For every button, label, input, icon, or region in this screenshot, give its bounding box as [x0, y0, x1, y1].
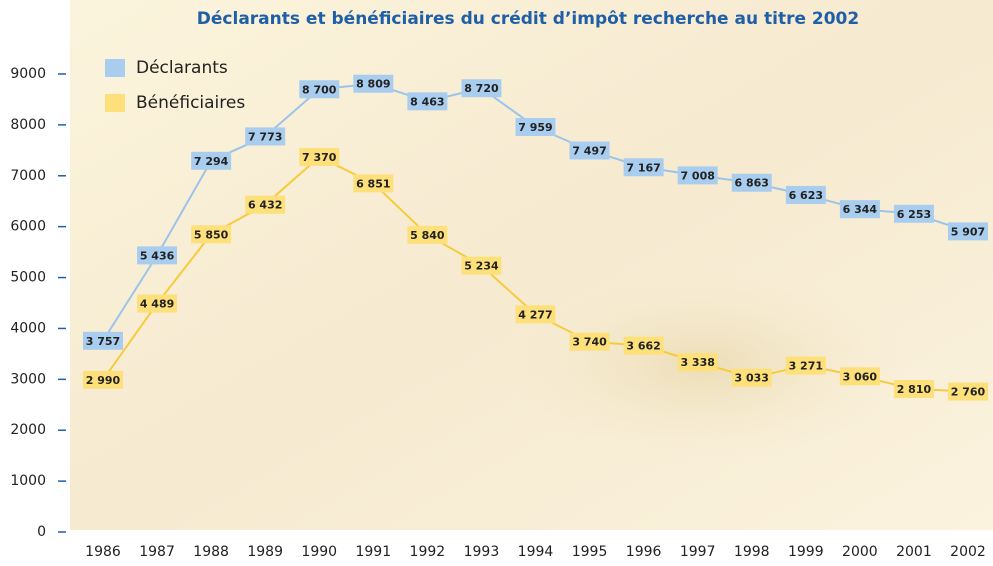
- x-tick-label: 1994: [518, 544, 554, 560]
- photo-overlay: [270, 200, 970, 530]
- legend-label: Déclarants: [136, 58, 228, 78]
- legend-swatch: [105, 59, 125, 77]
- y-tick-label: 8000: [10, 117, 46, 133]
- value-label: 4 277: [518, 308, 552, 321]
- x-tick-label: 2002: [950, 544, 986, 560]
- y-tick-label: 0: [37, 524, 46, 540]
- x-tick-label: 1991: [355, 544, 391, 560]
- value-label: 8 700: [302, 83, 337, 96]
- value-label: 7 370: [302, 151, 337, 164]
- value-label: 4 489: [140, 298, 174, 311]
- y-tick-label: 6000: [10, 219, 46, 235]
- y-tick-label: 5000: [10, 270, 46, 286]
- value-label: 6 344: [843, 203, 878, 216]
- x-tick-label: 1992: [410, 544, 446, 560]
- value-label: 7 167: [626, 161, 660, 174]
- x-tick-label: 1996: [626, 544, 662, 560]
- x-tick-label: 1986: [85, 544, 121, 560]
- x-tick-label: 1989: [247, 544, 283, 560]
- x-tick-label: 1993: [464, 544, 500, 560]
- value-label: 7 773: [248, 130, 282, 143]
- value-label: 8 809: [356, 78, 390, 91]
- value-label: 3 271: [789, 360, 823, 373]
- legend-label: Bénéficiaires: [136, 93, 245, 113]
- x-tick-label: 2000: [842, 544, 878, 560]
- y-tick-label: 4000: [10, 320, 46, 336]
- x-tick-label: 1987: [139, 544, 175, 560]
- value-label: 3 740: [572, 336, 607, 349]
- value-label: 7 008: [680, 169, 714, 182]
- x-tick-label: 2001: [896, 544, 932, 560]
- value-label: 8 463: [410, 95, 444, 108]
- value-label: 7 497: [572, 144, 606, 157]
- value-label: 5 907: [951, 225, 985, 238]
- y-tick-label: 2000: [10, 422, 46, 438]
- chart: Déclarants et bénéficiaires du crédit d’…: [0, 0, 993, 566]
- value-label: 3 060: [843, 370, 878, 383]
- value-label: 5 436: [140, 249, 175, 262]
- value-label: 3 033: [735, 372, 769, 385]
- value-label: 8 720: [464, 82, 499, 95]
- value-label: 6 623: [789, 189, 823, 202]
- x-tick-label: 1990: [301, 544, 337, 560]
- value-label: 6 863: [735, 177, 769, 190]
- value-label: 2 810: [897, 383, 932, 396]
- x-tick-label: 1998: [734, 544, 770, 560]
- x-tick-label: 1999: [788, 544, 824, 560]
- value-label: 2 990: [86, 374, 121, 387]
- value-label: 6 851: [356, 177, 390, 190]
- value-label: 6 253: [897, 208, 931, 221]
- value-label: 5 234: [464, 260, 499, 273]
- value-label: 3 757: [86, 335, 120, 348]
- value-label: 3 338: [680, 356, 714, 369]
- value-label: 5 850: [194, 228, 229, 241]
- value-label: 6 432: [248, 199, 282, 212]
- x-tick-label: 1997: [680, 544, 716, 560]
- value-label: 7 294: [194, 155, 229, 168]
- x-tick-label: 1995: [572, 544, 608, 560]
- y-tick-label: 1000: [10, 473, 46, 489]
- x-tick-label: 1988: [193, 544, 229, 560]
- y-tick-label: 9000: [10, 66, 46, 82]
- y-tick-label: 3000: [10, 371, 46, 387]
- legend-swatch: [105, 94, 125, 112]
- y-tick-label: 7000: [10, 168, 46, 184]
- value-label: 3 662: [626, 340, 660, 353]
- value-label: 5 840: [410, 229, 445, 242]
- value-label: 7 959: [518, 121, 552, 134]
- chart-title: Déclarants et bénéficiaires du crédit d’…: [197, 9, 859, 29]
- value-label: 2 760: [951, 386, 986, 399]
